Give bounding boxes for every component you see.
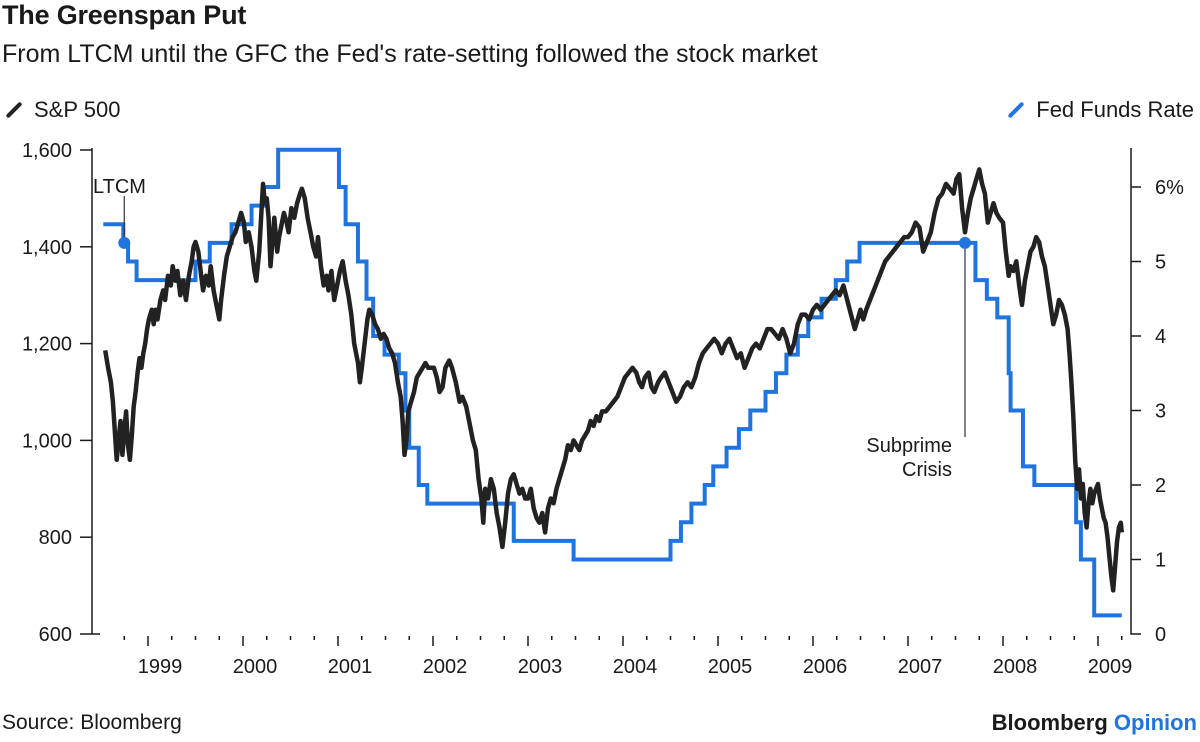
x-axis-tick-label: 2004 bbox=[613, 656, 658, 678]
axes: 1,600 1,400 1,200 1,000 800 600 6% 5 4 3 2 1 0 1999 20… bbox=[22, 140, 1184, 678]
x-axis-tick-label: 2000 bbox=[233, 656, 278, 678]
subprime-label-line2: Crisis bbox=[902, 459, 952, 481]
right-axis-tick-label: 2 bbox=[1155, 475, 1166, 497]
left-axis-tick-label: 1,400 bbox=[22, 237, 72, 259]
right-axis-tick-label: 6% bbox=[1155, 177, 1184, 199]
fed-funds-series bbox=[103, 147, 1122, 618]
fed-funds-line bbox=[103, 147, 1122, 618]
x-axis-tick-label: 2009 bbox=[1088, 656, 1133, 678]
sp500-line bbox=[102, 167, 1125, 593]
left-axis-tick-label: 1,200 bbox=[22, 334, 72, 356]
x-axis-tick-label: 2002 bbox=[423, 656, 468, 678]
right-axis-line bbox=[1130, 148, 1141, 635]
legend-item-sp500: S&P 500 bbox=[4, 97, 120, 123]
right-axis-tick-label: 5 bbox=[1155, 252, 1166, 274]
left-axis-tick-label: 800 bbox=[39, 527, 72, 549]
x-axis-tick-label: 2003 bbox=[518, 656, 563, 678]
brand-accent: Opinion bbox=[1113, 710, 1197, 735]
x-axis-tick-label: 2005 bbox=[708, 656, 753, 678]
left-axis-tick-label: 600 bbox=[39, 624, 72, 646]
left-axis-tick-label: 1,600 bbox=[22, 140, 72, 162]
left-axis-line bbox=[91, 148, 100, 635]
legend-item-fed-funds: Fed Funds Rate bbox=[1006, 97, 1194, 123]
brand-logo: Bloomberg Opinion bbox=[992, 710, 1197, 736]
legend-label-sp500: S&P 500 bbox=[34, 97, 121, 122]
subprime-label-line1: Subprime bbox=[866, 435, 952, 457]
ltcm-label: LTCM bbox=[93, 176, 146, 198]
right-axis-tick-label: 1 bbox=[1155, 550, 1166, 572]
right-axis-tick-label: 3 bbox=[1155, 401, 1166, 423]
x-axis-tick-label: 2006 bbox=[803, 656, 848, 678]
legend-label-fed-funds: Fed Funds Rate bbox=[1036, 97, 1194, 122]
chart-subtitle: From LTCM until the GFC the Fed's rate-s… bbox=[2, 40, 818, 68]
x-axis-tick-label: 2008 bbox=[993, 656, 1038, 678]
right-axis-tick-label: 0 bbox=[1155, 624, 1166, 646]
right-axis-tick-label: 4 bbox=[1155, 326, 1166, 348]
sp500-series bbox=[102, 167, 1125, 593]
chart-title: The Greenspan Put bbox=[2, 0, 247, 30]
x-axis-tick-label: 2007 bbox=[898, 656, 943, 678]
brand-main: Bloomberg bbox=[991, 710, 1108, 735]
left-axis-tick-label: 1,000 bbox=[22, 430, 72, 452]
subprime-marker bbox=[959, 236, 971, 249]
x-axis-tick-label: 2001 bbox=[328, 656, 373, 678]
source-note: Source: Bloomberg bbox=[2, 711, 182, 734]
ltcm-marker bbox=[118, 236, 131, 249]
x-axis-tick-label: 1999 bbox=[138, 656, 183, 678]
